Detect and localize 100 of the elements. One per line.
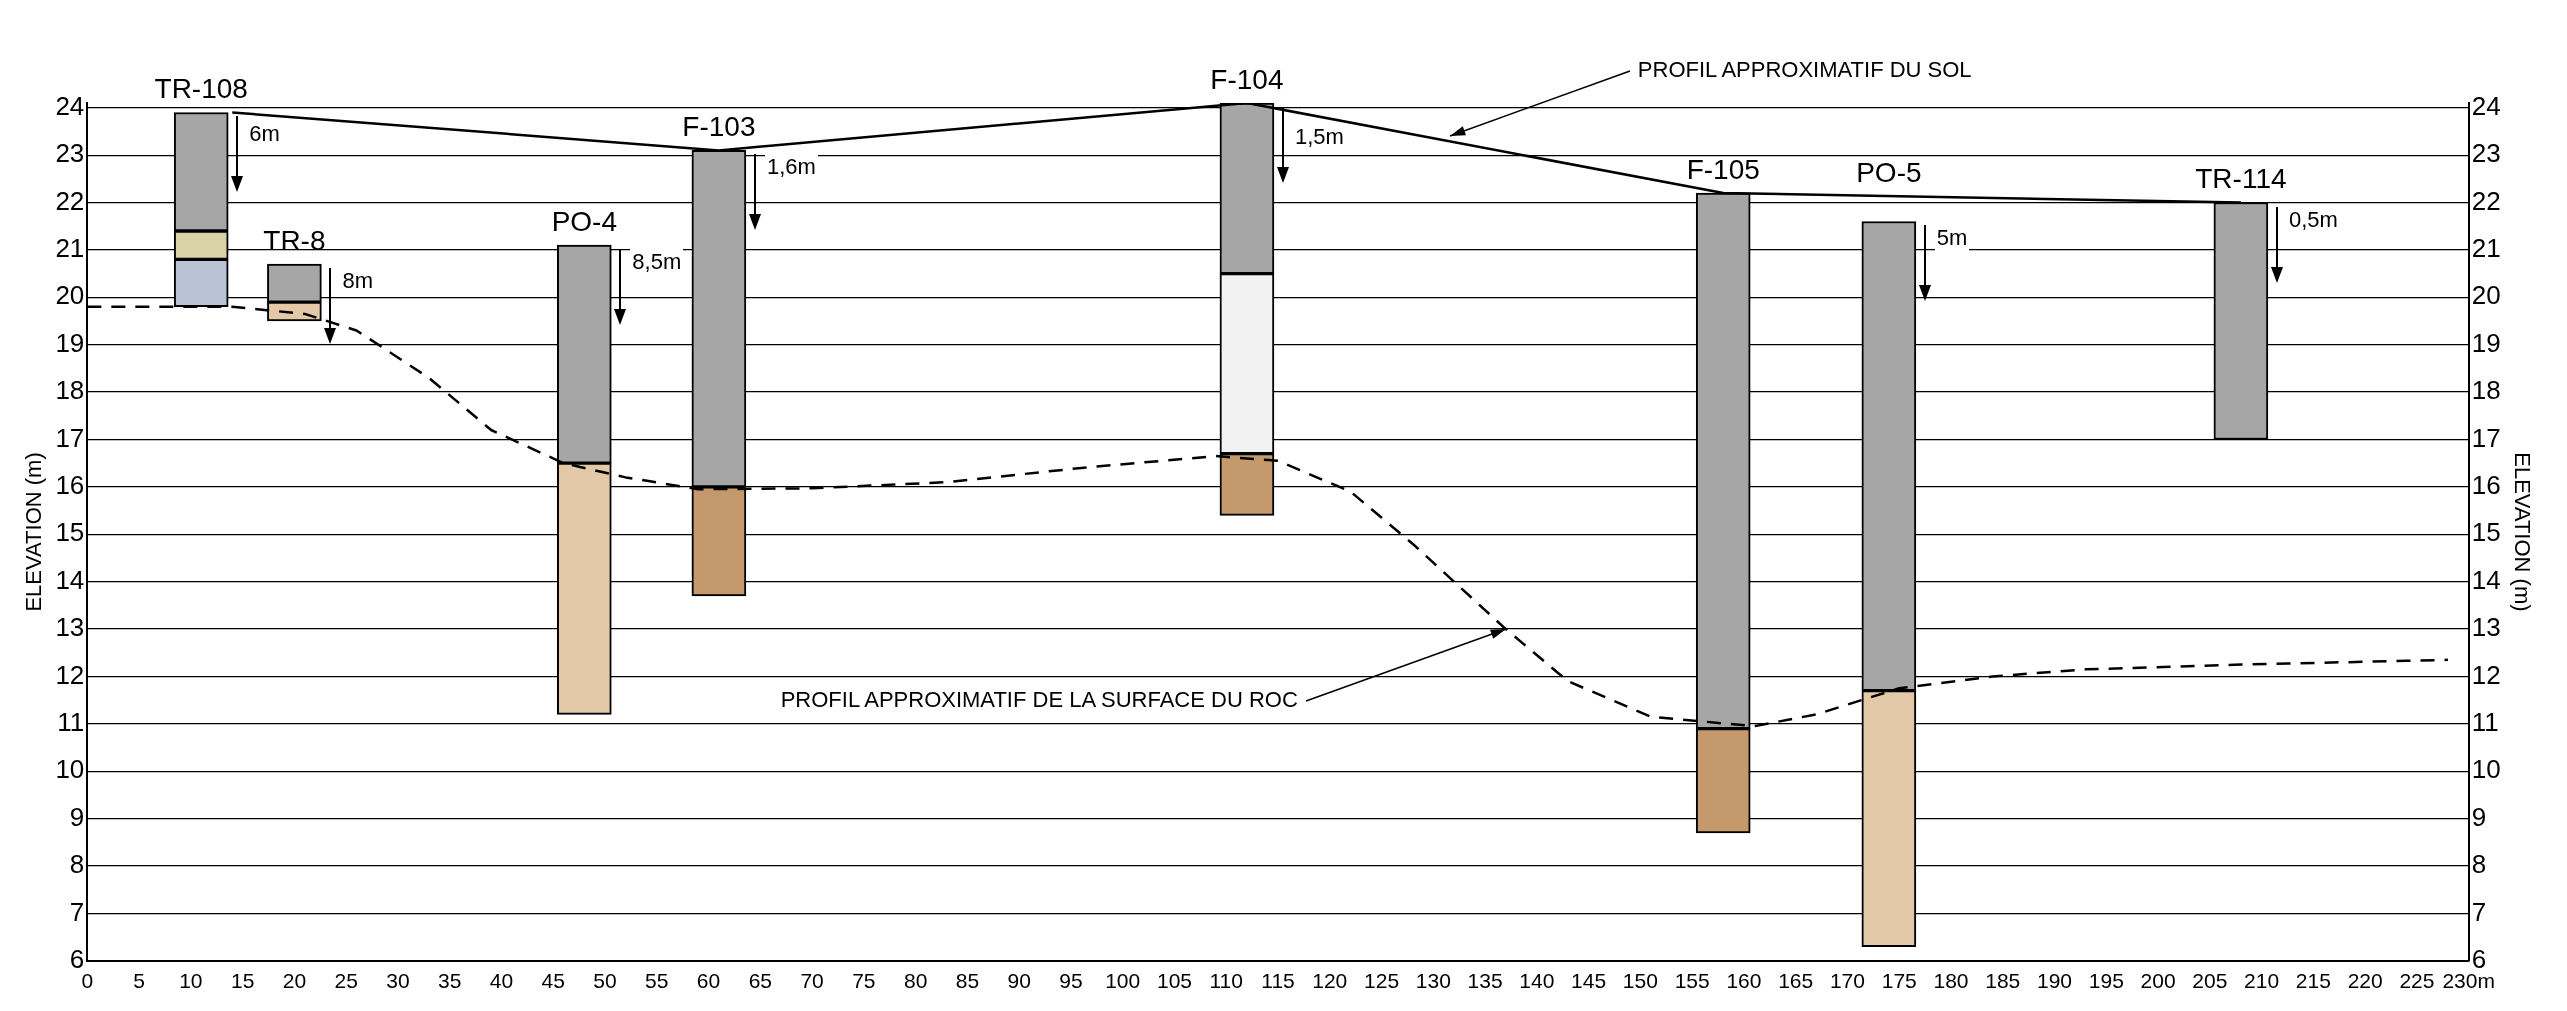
x-tick-label: 80 [903,969,928,993]
x-tick-label: 225 [2399,969,2435,993]
x-tick-label: 95 [1059,969,1083,993]
annotation: 1,6m [764,154,818,181]
data-label: F-104 [1210,63,1284,95]
y-tick-label: 8 [69,849,85,880]
x-tick-label: 140 [1519,969,1555,993]
x-tick-label: 195 [2088,969,2124,993]
x-tick-label: 90 [1007,969,1031,993]
y-tick-label: 24 [55,90,85,121]
x-tick-label: 85 [955,969,980,993]
y2-tick-label: 15 [2471,517,2501,548]
data-label: PO-5 [1856,156,1922,188]
y2-tick-label: 12 [2471,659,2501,690]
y2-tick-label: 18 [2471,375,2501,406]
y2-tick-label: 14 [2471,564,2501,595]
y2-tick-label: 7 [2471,896,2487,927]
y-tick-label: 12 [55,659,85,690]
x-tick-label: 10 [179,969,203,993]
data-label: PO-4 [551,205,617,237]
y-tick-label: 10 [55,754,85,785]
y2-tick-label: 9 [2471,801,2487,832]
x-tick-label: 45 [541,969,565,993]
x-tick-label: 215 [2295,969,2331,993]
y2-tick-label: 21 [2471,233,2501,264]
y-tick-label: 14 [55,564,85,595]
annotation: 1,5m [1292,124,1346,151]
x-tick-label: 150 [1622,969,1658,993]
x-tick-label: 55 [645,969,669,993]
x-tick-label: 200 [2140,969,2176,993]
y-tick-label: 7 [69,896,85,927]
x-tick-label: 125 [1364,969,1400,993]
y-tick-label: 22 [55,185,85,216]
x-tick-label: 110 [1209,969,1243,993]
x-tick-label: 135 [1467,969,1503,993]
x-tick-label: 5 [133,969,145,993]
y2-tick-label: 13 [2471,612,2501,643]
y-tick-label: 15 [55,517,85,548]
annotation: 8m [340,268,375,295]
data-label: TR-108 [154,73,248,105]
annotation: 5m [1934,225,1970,252]
x-tick-label: 120 [1312,969,1348,993]
y2-tick-label: 20 [2471,280,2501,311]
y-tick-label: 16 [55,470,85,501]
y-tick-label: 9 [69,801,85,832]
y2-tick-label: 17 [2471,422,2501,453]
data-label: F-105 [1686,153,1760,185]
x-tick-label: 100 [1105,969,1141,993]
y-tick-label: 13 [55,612,85,643]
y-tick-label: 20 [55,280,85,311]
y-tick-label: 19 [55,327,85,358]
y2-tick-label: 24 [2471,90,2501,121]
x-tick-label: 220 [2347,969,2383,993]
x-tick-label: 75 [852,969,876,993]
data-label: F-103 [682,111,756,143]
x-tick-label: 180 [1933,969,1969,993]
x-tick-label: 115 [1261,969,1295,993]
x-tick-label: 70 [800,969,824,993]
annotation: 6m [247,120,282,147]
x-tick-label: 65 [748,969,772,993]
y-tick-label: 23 [55,138,85,169]
y2-tick-label: 22 [2471,185,2501,216]
x-tick-label: 35 [438,969,462,993]
x-tick-label: 190 [2037,969,2073,993]
x-tick-label: 205 [2192,969,2228,993]
y2-tick-label: 23 [2471,138,2501,169]
x-tick-label: 165 [1778,969,1814,993]
x-tick-label: 20 [282,969,307,993]
x-tick-label: 210 [2244,969,2280,993]
y-axis-title: ELEVATION (m) [21,452,47,612]
x-tick-label: 130 [1415,969,1451,993]
x-tick-label: 175 [1881,969,1917,993]
y2-tick-label: 19 [2471,327,2501,358]
data-label: TR-114 [2195,163,2287,195]
x-tick-label: 30 [386,969,410,993]
x-tick-label: 145 [1571,969,1607,993]
x-tick-label: 60 [696,969,721,993]
y2-tick-label: 8 [2471,849,2487,880]
y2-tick-label: 11 [2471,707,2499,738]
annotation: 0,5m [2286,206,2340,233]
x-tick-label: 15 [230,969,255,993]
x-tick-label: 105 [1156,969,1192,993]
annotation: PROFIL APPROXIMATIF DE LA SURFACE DU ROC [780,687,1298,714]
y-tick-label: 11 [57,707,85,738]
y-tick-label: 17 [55,422,85,453]
y2-tick-label: 10 [2471,754,2501,785]
annotation: 8,5m [630,249,684,276]
data-label: TR-8 [263,224,326,256]
y2-tick-label: 16 [2471,470,2501,501]
y-tick-label: 18 [55,375,85,406]
x-tick-label: 170 [1829,969,1865,993]
x-tick-label: 185 [1985,969,2021,993]
x-tick-label: 25 [334,969,358,993]
annotation: PROFIL APPROXIMATIF DU SOL [1637,57,1972,84]
y-tick-label: 21 [55,233,85,264]
x-tick-label: 50 [593,969,617,993]
x-tick-label: 160 [1726,969,1762,993]
x-tick-label: 155 [1674,969,1710,993]
y2-axis-title: ELEVATION (m) [2509,452,2535,612]
x-tick-label: 40 [489,969,514,993]
